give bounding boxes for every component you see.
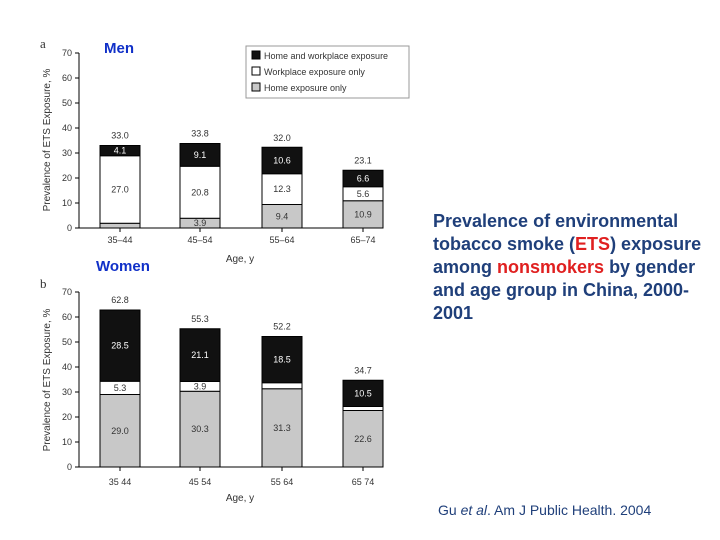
bar-total-label: 34.7: [354, 365, 372, 375]
bar-data-label: 6.6: [357, 174, 370, 184]
legend-label: Home exposure only: [264, 83, 347, 93]
bar-segment-workplace: [261, 382, 303, 390]
bar-total-label: 32.0: [273, 133, 291, 143]
panel-letter: b: [40, 276, 47, 291]
bar-data-label: 27.0: [111, 185, 129, 195]
bar-data-label: 18.5: [273, 355, 291, 365]
bar-data-label: 10.6: [273, 156, 291, 166]
legend-swatch: [251, 50, 261, 60]
bar-data-label: 10.9: [354, 209, 372, 219]
x-axis-label: Age, y: [226, 254, 254, 265]
bar-data-label: 3.9: [194, 218, 207, 228]
legend-box: [245, 45, 410, 99]
bar-total-label: 52.2: [273, 322, 291, 332]
bar-total-label: 62.8: [111, 295, 129, 305]
bar-segment-home: [342, 410, 384, 468]
bar-data-label: 10.5: [354, 388, 372, 398]
bar-data-label: 3.9: [194, 381, 207, 391]
x-tick-label: 35–44: [107, 235, 132, 245]
bar-segment-both: [261, 336, 303, 384]
y-tick-label: 20: [62, 412, 72, 422]
bar-segment-home: [261, 388, 303, 468]
caption-part1: Prevalence of environmental tobacco smok…: [433, 211, 679, 254]
y-tick-label: 10: [62, 198, 72, 208]
caption-part3: by gender and age group in China, 2000-2…: [433, 257, 696, 323]
bar-segment-both: [342, 169, 384, 188]
bar-segment-both: [342, 379, 384, 407]
y-tick-label: 40: [62, 362, 72, 372]
panel-title: Women: [96, 258, 150, 275]
x-tick-label: 55–64: [269, 235, 294, 245]
bar-data-label: 9.1: [194, 150, 207, 160]
y-tick-label: 30: [62, 148, 72, 158]
citation-etal: et al: [460, 502, 488, 518]
bar-data-label: 9.4: [276, 211, 289, 221]
x-tick-label: 35 44: [109, 477, 132, 487]
panel-letter: a: [40, 36, 46, 51]
caption-part2: ) exposure among: [433, 234, 702, 277]
bar-data-label: 22.6: [354, 434, 372, 444]
y-tick-label: 60: [62, 312, 72, 322]
x-tick-label: 55 64: [271, 477, 294, 487]
citation: Gu et al. Am J Public Health. 2004: [438, 502, 651, 518]
y-tick-label: 50: [62, 98, 72, 108]
citation-author: Gu: [438, 502, 461, 518]
bar-data-label: 5.3: [114, 383, 127, 393]
y-tick-label: 70: [62, 287, 72, 297]
panel-title: Men: [104, 40, 134, 57]
bar-data-label: 21.1: [191, 350, 209, 360]
y-tick-label: 0: [67, 462, 72, 472]
bar-total-label: 33.0: [111, 131, 129, 141]
x-tick-label: 65 74: [352, 477, 375, 487]
bar-segment-both: [99, 309, 141, 382]
y-tick-label: 40: [62, 123, 72, 133]
bar-segment-workplace: [99, 155, 141, 224]
bar-segment-home: [342, 200, 384, 229]
y-tick-label: 10: [62, 437, 72, 447]
y-tick-label: 70: [62, 48, 72, 58]
bar-segment-home: [179, 390, 221, 468]
y-axis-label: Prevalence of ETS Exposure, %: [42, 308, 53, 451]
caption-ets: ETS: [575, 234, 611, 254]
x-tick-label: 65–74: [350, 235, 375, 245]
bar-segment-both: [261, 146, 303, 175]
y-axis-label: Prevalence of ETS Exposure, %: [42, 68, 53, 211]
y-tick-label: 50: [62, 337, 72, 347]
bar-segment-home: [99, 394, 141, 468]
y-tick-label: 30: [62, 387, 72, 397]
y-tick-label: 20: [62, 173, 72, 183]
bar-data-label: 20.8: [191, 187, 209, 197]
bar-data-label: 28.5: [111, 341, 129, 351]
bar-segment-home: [99, 222, 141, 229]
bar-segment-workplace: [342, 406, 384, 411]
caption-nonsmokers: nonsmokers: [497, 257, 605, 277]
legend-swatch: [251, 66, 261, 76]
bar-total-label: 55.3: [191, 314, 209, 324]
x-tick-label: 45–54: [187, 235, 212, 245]
y-tick-label: 60: [62, 73, 72, 83]
legend-label: Home and workplace exposure: [264, 51, 388, 61]
caption: Prevalence of environmental tobacco smok…: [433, 210, 718, 325]
bar-data-label: 4.1: [114, 146, 127, 156]
y-tick-label: 0: [67, 223, 72, 233]
bar-segment-workplace: [179, 165, 221, 219]
bar-data-label: 12.3: [273, 184, 291, 194]
bar-data-label: 5.6: [357, 189, 370, 199]
x-axis-label: Age, y: [226, 493, 254, 504]
bar-segment-both: [179, 143, 221, 167]
bar-data-label: 30.3: [191, 424, 209, 434]
legend-swatch: [251, 82, 261, 92]
legend-label: Workplace exposure only: [264, 67, 365, 77]
bar-data-label: 31.3: [273, 423, 291, 433]
bar-data-label: 29.0: [111, 426, 129, 436]
x-tick-label: 45 54: [189, 477, 212, 487]
bar-segment-both: [99, 145, 141, 157]
citation-rest: . Am J Public Health. 2004: [487, 502, 652, 518]
bar-total-label: 23.1: [354, 155, 372, 165]
bar-total-label: 33.8: [191, 129, 209, 139]
bar-segment-both: [179, 328, 221, 382]
